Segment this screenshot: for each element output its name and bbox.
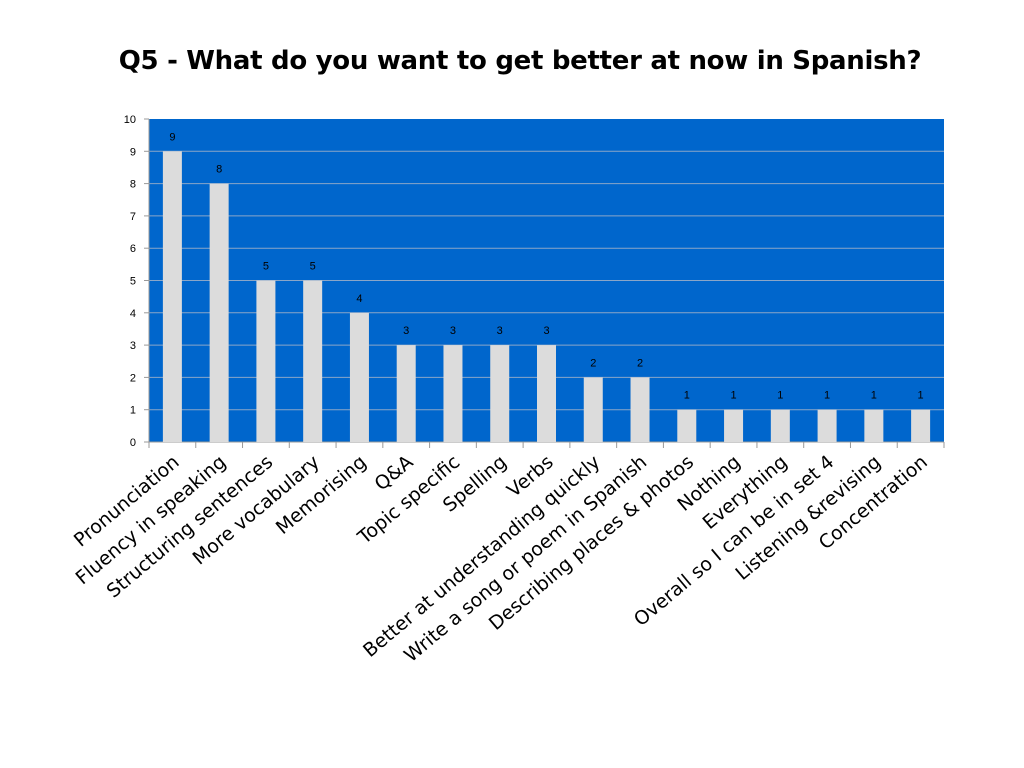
bar: [911, 409, 931, 442]
data-label: 1: [777, 390, 783, 402]
y-tick-label: 2: [130, 372, 136, 384]
data-label: 5: [310, 261, 316, 273]
data-label: 3: [543, 325, 549, 337]
bar: [443, 345, 463, 442]
bar: [864, 409, 884, 442]
data-label: 1: [871, 390, 877, 402]
data-label: 1: [684, 390, 690, 402]
y-tick-label: 5: [130, 276, 136, 288]
bar: [396, 345, 416, 442]
y-tick-label: 1: [130, 405, 136, 417]
bar: [817, 409, 837, 442]
bar: [583, 377, 603, 442]
bars: [162, 151, 931, 443]
data-label: 5: [263, 261, 269, 273]
bar: [490, 345, 510, 442]
bar: [630, 377, 650, 442]
data-label: 3: [497, 325, 503, 337]
y-tick-labels: 0 1 2 3 4 5 6 7 8 9 10: [124, 114, 136, 449]
bar: [209, 183, 229, 442]
data-label: 9: [169, 131, 175, 143]
bar: [677, 409, 697, 442]
data-label: 3: [403, 325, 409, 337]
data-label: 2: [637, 357, 643, 369]
data-label: 8: [216, 164, 222, 176]
y-tick-label: 4: [130, 308, 136, 320]
data-label: 3: [450, 325, 456, 337]
data-label: 2: [590, 357, 596, 369]
bar: [770, 409, 790, 442]
y-tick-label: 0: [130, 437, 136, 449]
y-tick-label: 3: [130, 340, 136, 352]
y-tick-label: 7: [130, 211, 136, 223]
y-tick-label: 10: [124, 114, 136, 126]
data-label: 1: [918, 390, 924, 402]
y-tick-label: 8: [130, 179, 136, 191]
chart-title: Q5 - What do you want to get better at n…: [118, 46, 922, 76]
bar: [256, 280, 276, 442]
data-label: 1: [730, 390, 736, 402]
data-label: 4: [356, 293, 362, 305]
bar: [162, 151, 182, 443]
data-labels: 9 8 5 5 4 3 3 3 3 2 2 1 1 1 1 1 1: [169, 131, 923, 401]
bar: [303, 280, 323, 442]
y-tick-label: 6: [130, 243, 136, 255]
bar: [537, 345, 556, 442]
y-tick-label: 9: [130, 146, 136, 158]
bar: [349, 312, 369, 442]
bar: [724, 409, 744, 442]
data-label: 1: [824, 390, 830, 402]
